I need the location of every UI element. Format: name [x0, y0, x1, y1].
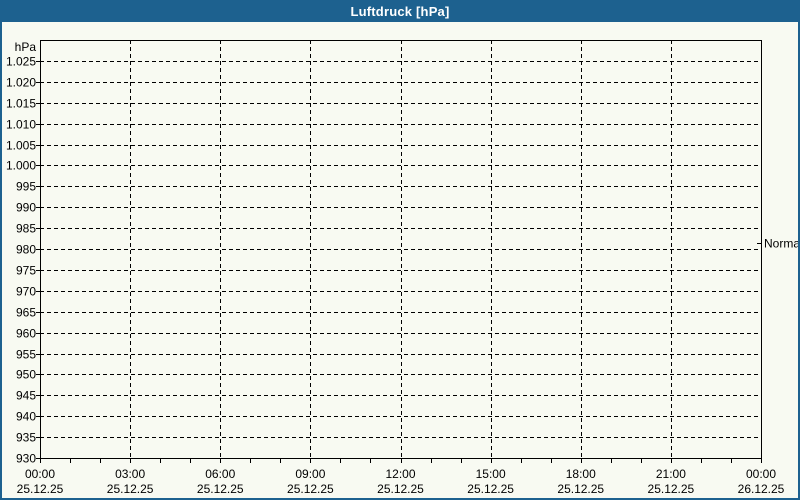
x-axis-time-label: 12:00 [385, 467, 415, 481]
x-axis-time-label: 03:00 [115, 467, 145, 481]
chart-title-bar: Luftdruck [hPa] [2, 2, 798, 22]
y-axis-tick-label: 960 [16, 327, 36, 341]
y-axis-tick-label: 1.020 [6, 76, 36, 90]
y-axis-tick-label: 970 [16, 285, 36, 299]
x-axis-date-label: 25.12.25 [287, 482, 334, 496]
x-axis-time-label: 18:00 [566, 467, 596, 481]
x-axis-date-label: 26.12.25 [738, 482, 785, 496]
normal-marker-label: Normal [764, 237, 800, 251]
y-axis-tick-label: 1.010 [6, 118, 36, 132]
y-axis-tick-label: 1.000 [6, 159, 36, 173]
y-axis-tick-label: 955 [16, 348, 36, 362]
x-axis-date-label: 25.12.25 [377, 482, 424, 496]
x-axis-labels: 00:0025.12.2503:0025.12.2506:0025.12.250… [17, 467, 785, 496]
y-axis-tick-label: 985 [16, 222, 36, 236]
y-axis-unit-label: hPa [15, 40, 37, 54]
y-axis-tick-label: 1.015 [6, 97, 36, 111]
x-axis-date-label: 25.12.25 [17, 482, 64, 496]
y-axis-tick-label: 950 [16, 368, 36, 382]
y-axis-tick-label: 980 [16, 243, 36, 257]
x-axis-date-label: 25.12.25 [648, 482, 695, 496]
x-axis-time-label: 06:00 [205, 467, 235, 481]
y-axis-tick-label: 945 [16, 389, 36, 403]
x-axis-time-label: 00:00 [25, 467, 55, 481]
x-axis-time-label: 00:00 [746, 467, 776, 481]
y-axis-tick-label: 1.025 [6, 55, 36, 69]
x-axis-time-label: 21:00 [656, 467, 686, 481]
y-axis-tick-label: 995 [16, 180, 36, 194]
x-axis-time-label: 09:00 [295, 467, 325, 481]
y-axis-tick-label: 975 [16, 264, 36, 278]
y-axis-tick-label: 1.005 [6, 139, 36, 153]
x-axis-date-label: 25.12.25 [467, 482, 514, 496]
x-axis-date-label: 25.12.25 [557, 482, 604, 496]
y-axis: 1.025 1.020 1.015 1.010 1.005 1.000 995 990 985 9… [6, 40, 40, 466]
x-minor-ticks [40, 458, 762, 463]
y-axis-tick-label: 965 [16, 306, 36, 320]
y-axis-tick-label: 940 [16, 410, 36, 424]
y-axis-tick-label: 930 [16, 452, 36, 466]
x-axis-date-label: 25.12.25 [197, 482, 244, 496]
annotations: Normal [757, 237, 800, 251]
y-gridlines [40, 61, 761, 438]
y-axis-tick-label: 935 [16, 431, 36, 445]
x-axis-time-label: 15:00 [476, 467, 506, 481]
x-axis-date-label: 25.12.25 [107, 482, 154, 496]
y-axis-tick-label: 990 [16, 201, 36, 215]
